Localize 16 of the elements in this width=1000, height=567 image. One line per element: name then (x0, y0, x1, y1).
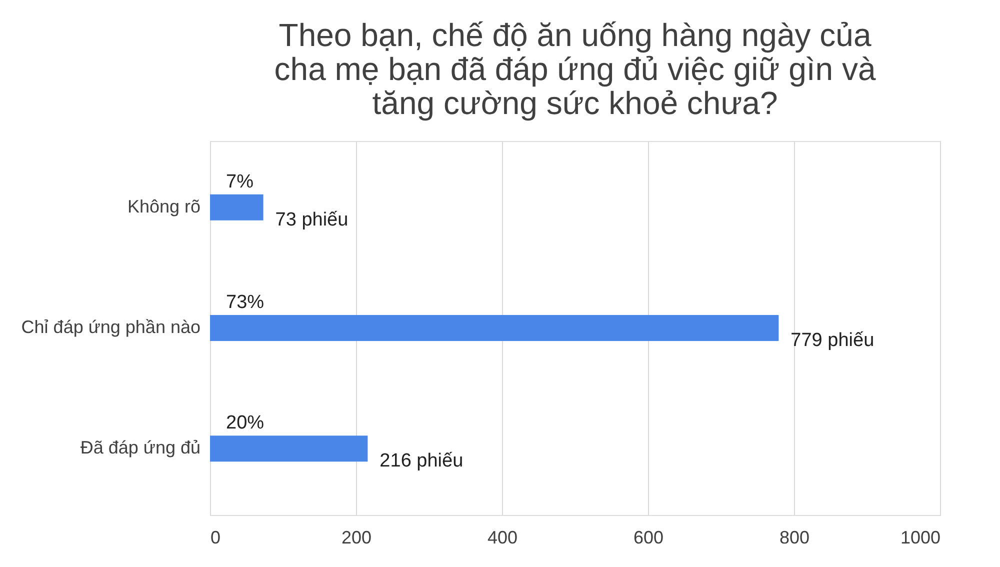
y-tick-label: Không rõ (127, 196, 200, 216)
annotation: 20% (226, 412, 264, 434)
data-label: 779 phiếu (790, 330, 874, 351)
y-tick-label: Đã đáp ứng đủ (80, 438, 200, 458)
y-tick-label: Chỉ đáp ứng phần nào (21, 317, 200, 337)
x-tick-label: 200 (341, 528, 372, 548)
x-tick-label: 800 (779, 528, 810, 548)
annotation: 73% (226, 292, 264, 313)
x-tick-label: 400 (487, 528, 518, 548)
chart-title: Theo bạn, chế độ ăn uống hàng ngày của cha mẹ bạn đã đáp ứng đủ việc giữ gìn và tăng cường sức khoẻ chưa? (274, 17, 876, 121)
data-label: 216 phiếu (380, 450, 464, 472)
annotation: 7% (226, 171, 254, 192)
data-label: 73 phiếu (275, 209, 348, 230)
x-tick-label: 1000 (900, 528, 940, 548)
x-tick-label: 0 (210, 528, 221, 548)
x-tick-label: 600 (633, 528, 664, 548)
